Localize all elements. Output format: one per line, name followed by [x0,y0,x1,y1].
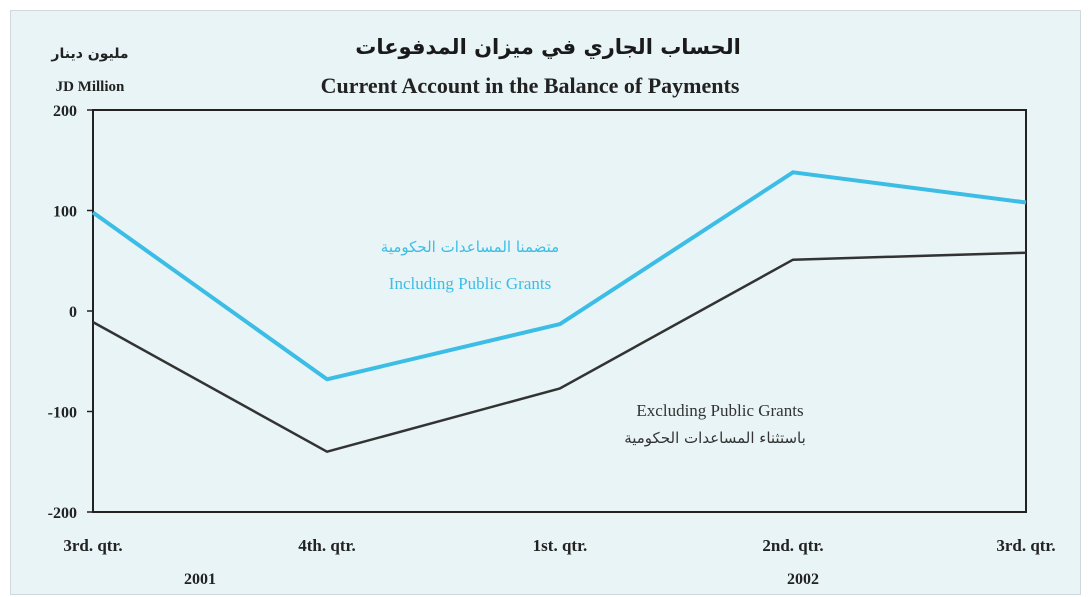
series-label-including: Including Public Grants [389,274,551,293]
x-tick-label: 2nd. qtr. [762,536,823,555]
series-label-excluding-arabic: باستثناء المساعدات الحكومية [624,429,806,447]
series-label-excluding: Excluding Public Grants [636,401,803,420]
series-label-including-arabic: متضمنا المساعدات الحكومية [381,238,559,256]
chart-title-arabic: الحساب الجاري في ميزان المدفوعات [355,35,741,60]
year-label: 2002 [787,571,819,588]
y-tick-label: 100 [53,204,77,221]
chart-title: Current Account in the Balance of Paymen… [321,73,740,98]
chart-frame [10,10,1081,595]
y-tick-label: 0 [69,304,77,321]
series-line-including-grants [91,170,1027,382]
series-line-excluding-grants [92,251,1027,453]
x-tick-label: 4th. qtr. [298,536,355,555]
y-tick-label: -200 [48,505,77,522]
y-axis-label-arabic: مليون دينار [50,46,128,62]
y-tick-label: 200 [53,103,77,120]
x-tick-label: 1st. qtr. [533,536,588,555]
y-axis-label: JD Million [56,79,125,95]
x-tick-label: 3rd. qtr. [63,536,122,555]
x-tick-label: 3rd. qtr. [996,536,1055,555]
y-tick-label: -100 [48,405,77,422]
year-label: 2001 [184,571,216,588]
